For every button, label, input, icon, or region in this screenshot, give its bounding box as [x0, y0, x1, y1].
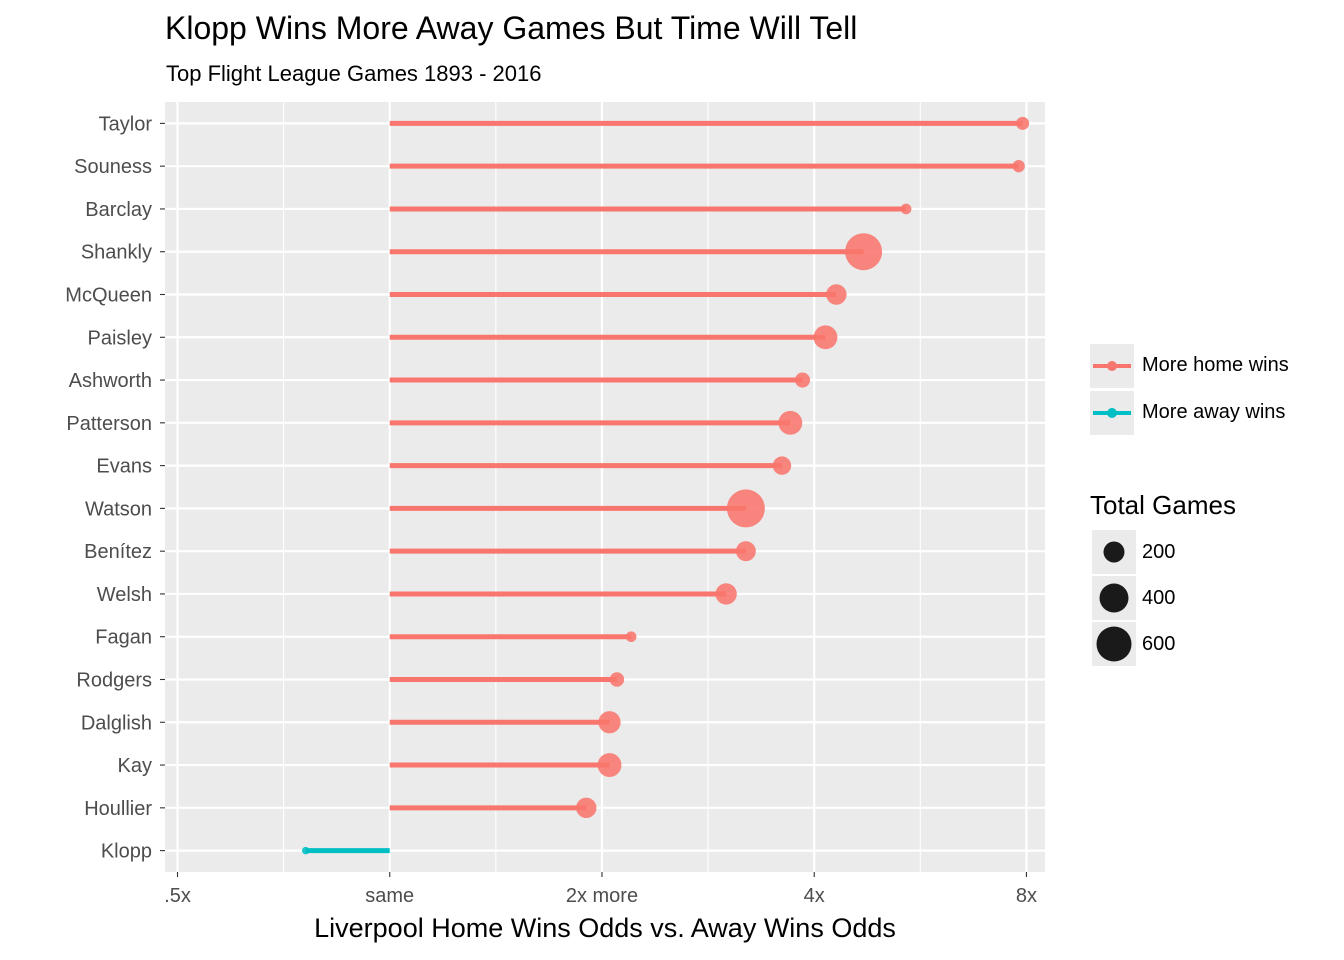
- lollipop-point: [598, 711, 621, 734]
- y-tick-label: Watson: [85, 498, 152, 520]
- lollipop-point: [900, 203, 912, 215]
- x-tick-label: same: [365, 885, 414, 907]
- y-tick-label: Barclay: [85, 199, 152, 221]
- lollipop-point: [609, 672, 625, 687]
- lollipop-point: [1012, 160, 1025, 173]
- legend-label-away: More away wins: [1142, 401, 1286, 423]
- legend-key-away: [1090, 391, 1134, 435]
- x-tick-label: 8x: [1016, 885, 1037, 907]
- legend-label-home: More home wins: [1142, 354, 1289, 376]
- y-tick-label: Benítez: [84, 541, 152, 563]
- chart-subtitle: Top Flight League Games 1893 - 2016: [166, 61, 542, 86]
- y-tick-label: Shankly: [81, 242, 152, 264]
- lollipop-point: [772, 456, 792, 475]
- y-tick-label: Taylor: [99, 113, 153, 135]
- lollipop-point: [794, 372, 811, 388]
- y-tick-label: Kay: [118, 755, 152, 777]
- lollipop-point: [826, 284, 847, 305]
- y-tick-label: Patterson: [66, 413, 152, 435]
- panel-background: [165, 102, 1045, 872]
- y-tick-label: Dalglish: [81, 712, 152, 734]
- y-tick-label: Klopp: [101, 841, 152, 863]
- lollipop-point: [576, 797, 597, 819]
- y-tick-label: Souness: [74, 156, 152, 178]
- y-tick-label: Ashworth: [69, 370, 152, 392]
- x-axis-label: Liverpool Home Wins Odds vs. Away Wins O…: [314, 913, 896, 943]
- x-tick-label: 2x more: [566, 885, 638, 907]
- lollipop-point: [597, 753, 622, 777]
- lollipop-point: [778, 410, 803, 435]
- size-legend-key-200: [1092, 530, 1136, 574]
- lollipop-point: [735, 541, 756, 562]
- y-tick-label: Fagan: [95, 627, 152, 649]
- lollipop-point: [726, 489, 765, 528]
- lollipop-point: [813, 325, 838, 350]
- x-tick-label: .5x: [164, 885, 191, 907]
- size-legend-label-200: 200: [1142, 541, 1176, 563]
- size-legend-title: Total Games: [1090, 490, 1236, 520]
- y-tick-label: McQueen: [65, 285, 152, 307]
- x-tick-label: 4x: [804, 885, 825, 907]
- size-legend-key-600: [1092, 622, 1136, 666]
- size-legend-label-600: 600: [1142, 633, 1176, 655]
- lollipop-point: [715, 583, 737, 605]
- y-tick-label: Evans: [96, 456, 152, 478]
- y-tick-label: Rodgers: [76, 670, 152, 692]
- y-tick-label: Paisley: [88, 327, 152, 349]
- size-legend-label-400: 400: [1142, 587, 1176, 609]
- size-legend-key-400: [1092, 576, 1136, 620]
- lollipop-point: [1016, 116, 1030, 130]
- lollipop-point: [625, 631, 637, 643]
- legend-key-home: [1090, 344, 1134, 388]
- y-tick-label: Welsh: [97, 584, 152, 606]
- y-tick-label: Houllier: [84, 798, 152, 820]
- lollipop-point: [301, 846, 310, 855]
- lollipop-point: [845, 233, 883, 271]
- chart-title: Klopp Wins More Away Games But Time Will…: [165, 10, 858, 46]
